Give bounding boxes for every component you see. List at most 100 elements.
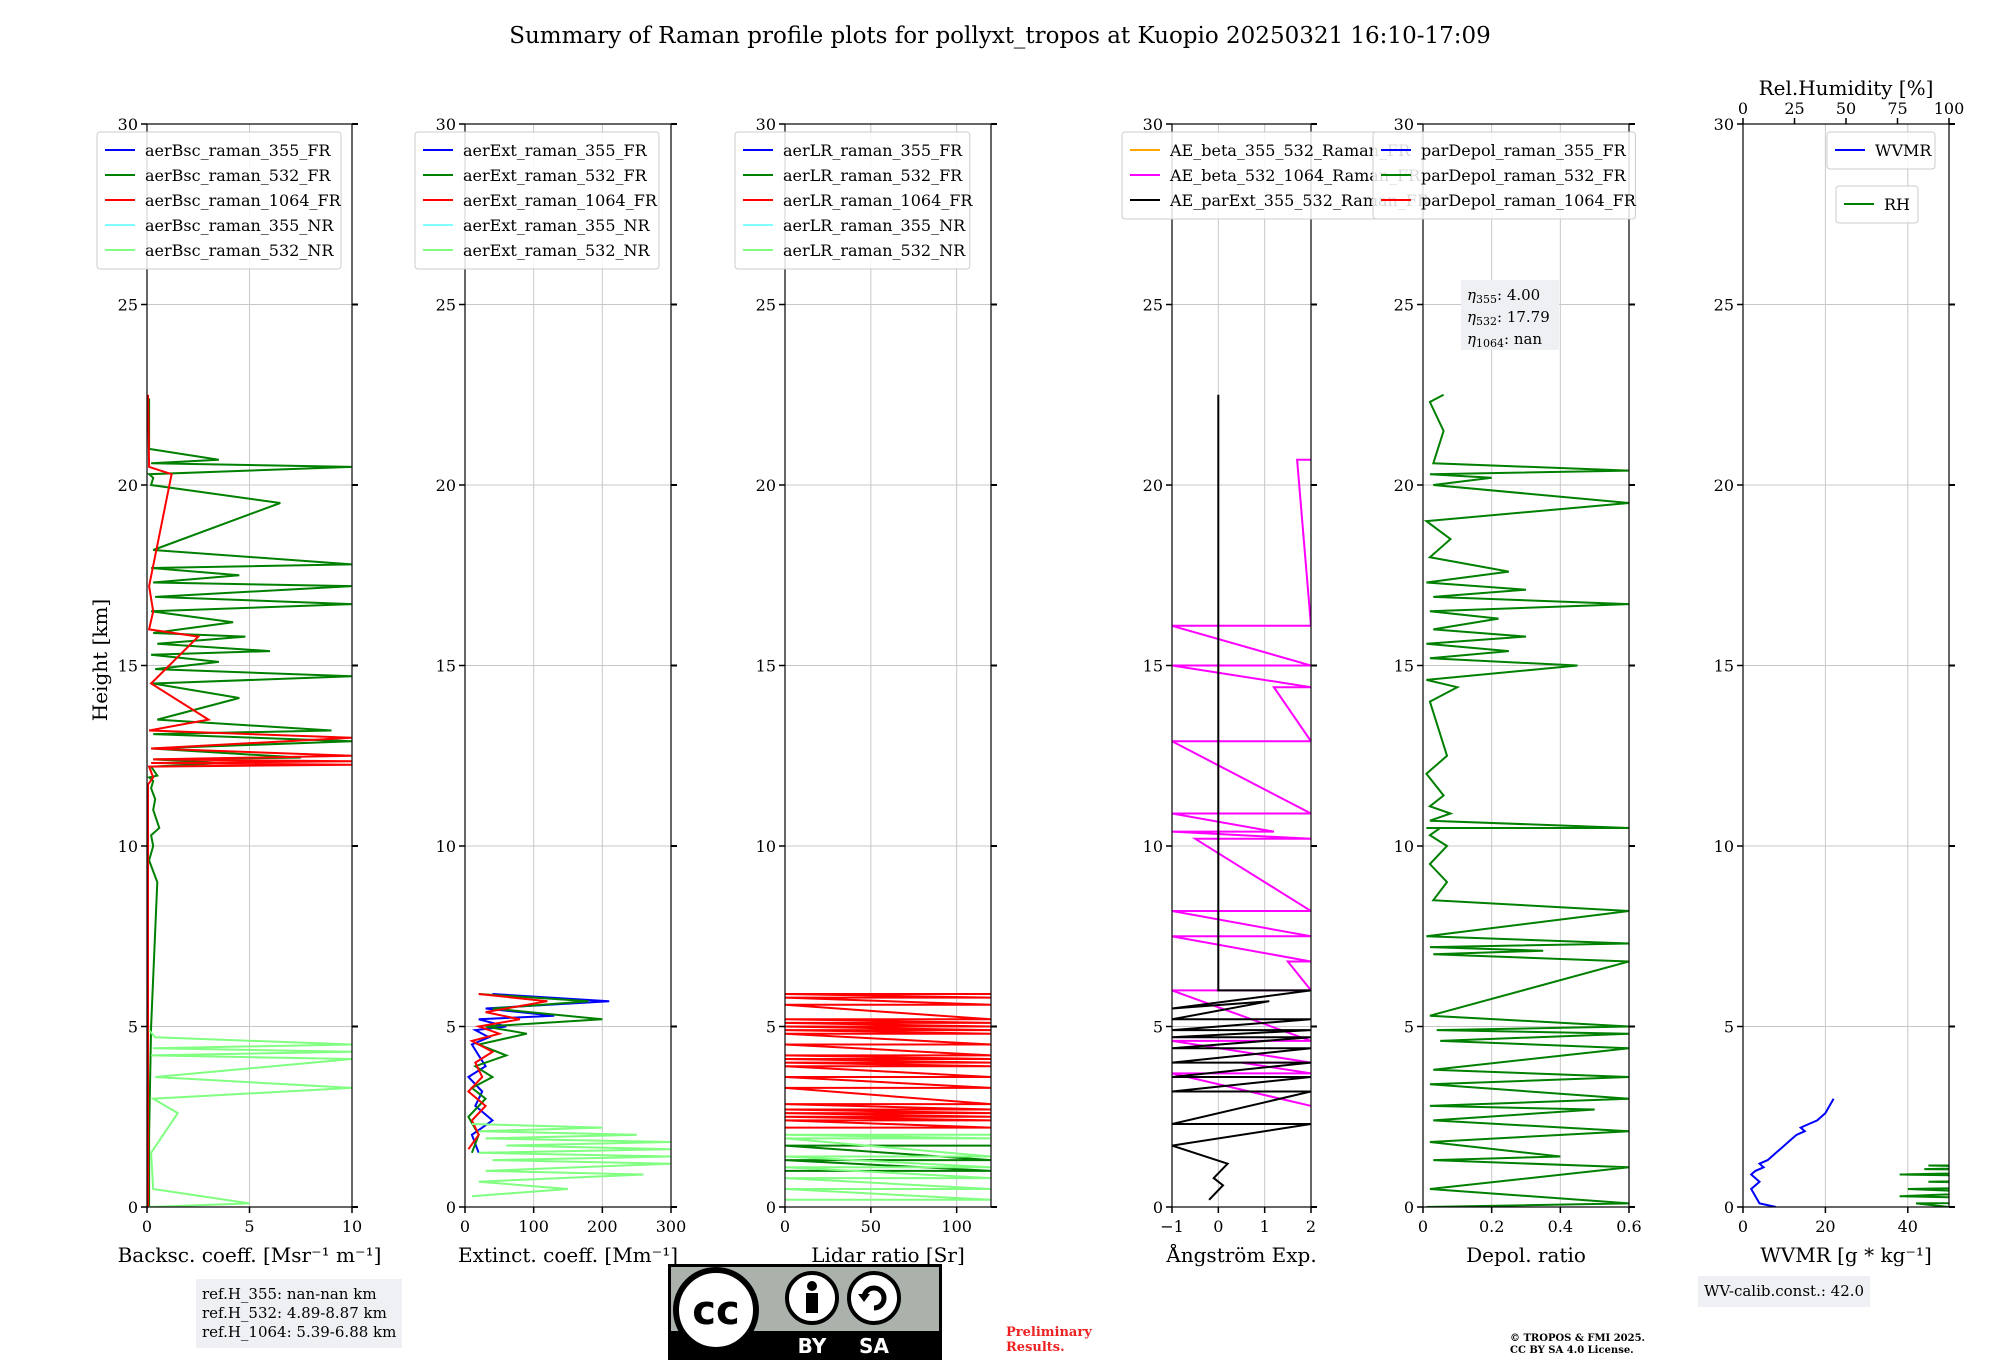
sa-label: SA: [859, 1334, 889, 1358]
y-tick-label: 5: [1404, 1018, 1414, 1037]
series-parDepol_raman_532_FR: [1423, 393, 1629, 1207]
y-tick-label: 15: [1143, 657, 1163, 676]
x2-tick-label: 100: [1934, 99, 1965, 118]
x2-tick-label: 0: [1738, 99, 1748, 118]
series-RH: [1899, 1159, 1949, 1207]
series-WVMR: [1749, 1098, 1835, 1207]
y-tick-label: 10: [756, 837, 776, 856]
y-tick-label: 30: [1143, 115, 1163, 134]
y-tick-label: 10: [1714, 837, 1734, 856]
wv-calibration-box: WV-calib.const.: 42.0: [1698, 1276, 1871, 1307]
y-tick-label: 0: [766, 1198, 776, 1217]
legend: aerBsc_raman_355_FR aerBsc_raman_532_FRae…: [96, 131, 342, 270]
eta-355: η355: 4.00: [1467, 286, 1540, 306]
y-tick-label: 0: [1724, 1198, 1734, 1217]
x-tick-label: 100: [941, 1217, 972, 1236]
y-tick-label: 5: [128, 1018, 138, 1037]
series-group: [147, 394, 352, 1207]
y-tick-label: 30: [118, 115, 138, 134]
preliminary-note: Preliminary Results.: [1006, 1325, 1092, 1355]
legend-entry: aerLR_raman_355_NR: [783, 216, 966, 235]
panel-3: 0 5 10 15 20 25 30 0 50 100 Lidar ratio [Sr] aerLR_…: [734, 115, 997, 1267]
y-tick-label: 15: [1394, 657, 1414, 676]
legend-entry: AE_beta_532_1064_Raman_FR: [1169, 166, 1421, 185]
series-aerBsc_raman_1064_FR: [147, 394, 352, 1207]
legend-entry: parDepol_raman_1064_FR: [1421, 191, 1637, 210]
legend-entry: AE_parExt_355_532_Raman_FR: [1169, 191, 1430, 210]
legend-entry: aerBsc_raman_1064_FR: [145, 191, 342, 210]
cc-glyph: cc: [692, 1288, 739, 1334]
y-tick-label: 30: [1394, 115, 1414, 134]
ref-height-355: ref.H_355: nan-nan km: [202, 1285, 377, 1303]
legend-box: [1826, 131, 1936, 170]
legend: aerExt_raman_355_FR aerExt_raman_532_FRae…: [414, 131, 660, 270]
x-tick-label: 1: [1260, 1217, 1270, 1236]
sa-share-icon: [847, 1271, 901, 1325]
cc-circle-icon: [673, 1267, 759, 1353]
legend: WVMR: [1826, 131, 1936, 170]
cc-by-sa-logo: cc BY SA: [668, 1264, 942, 1360]
y-tick-label: 20: [1143, 476, 1163, 495]
series-group: [1749, 1098, 1949, 1207]
y-tick-label: 10: [1394, 837, 1414, 856]
legend-entry: parDepol_raman_532_FR: [1421, 166, 1627, 185]
reference-height-box: ref.H_355: nan-nan km ref.H_532: 4.89-8.…: [196, 1279, 403, 1348]
x-axis-label: Lidar ratio [Sr]: [811, 1243, 965, 1267]
x-tick-label: 20: [1815, 1217, 1835, 1236]
y-tick-label: 0: [1153, 1198, 1163, 1217]
x-axis-label: Backsc. coeff. [Msr⁻¹ m⁻¹]: [118, 1243, 382, 1267]
series-group: [785, 993, 991, 1201]
x-tick-label: 5: [244, 1217, 254, 1236]
legend-entry: WVMR: [1875, 141, 1932, 160]
eta-532: η532: 17.79: [1467, 308, 1550, 328]
y-tick-label: 25: [1143, 296, 1163, 315]
x-axis-label: WVMR [g * kg⁻¹]: [1760, 1243, 1932, 1267]
legend-entry: aerLR_raman_1064_FR: [783, 191, 973, 210]
legend-box: [734, 131, 971, 270]
y-tick-label: 15: [756, 657, 776, 676]
y-tick-label: 25: [1394, 296, 1414, 315]
y-tick-label: 5: [766, 1018, 776, 1037]
x-tick-label: −1: [1160, 1217, 1184, 1236]
series-aerBsc_raman_532_FR: [147, 398, 352, 1207]
legend-entry: aerBsc_raman_355_NR: [145, 216, 334, 235]
x2-tick-label: 50: [1836, 99, 1856, 118]
legend-entry: aerLR_raman_355_FR: [783, 141, 963, 160]
x2-tick-label: 75: [1887, 99, 1907, 118]
y-tick-label: 20: [1714, 476, 1734, 495]
series-group: [1172, 394, 1311, 1201]
y-tick-label: 10: [1143, 837, 1163, 856]
x2-tick-label: 25: [1784, 99, 1804, 118]
legend-entry: RH: [1884, 195, 1910, 214]
preliminary-line-1: Preliminary: [1006, 1325, 1092, 1340]
y-tick-label: 20: [756, 476, 776, 495]
x-tick-label: 0: [1738, 1217, 1748, 1236]
preliminary-line-2: Results.: [1006, 1340, 1065, 1355]
x-tick-label: 50: [861, 1217, 881, 1236]
series-AE_parExt_355_532_Raman_FR: [1172, 394, 1311, 1201]
panel-5: 0 5 10 15 20 25 30 0 0.2 0.4 0.6 Depol. ratio parDep…: [1372, 115, 1642, 1267]
legend-entry: aerExt_raman_532_NR: [463, 241, 651, 260]
series-aerExt_raman_1064_FR: [466, 993, 548, 1150]
series-aerLR_raman_532_NR: [785, 1133, 991, 1201]
x-axis-label: Ångström Exp.: [1165, 1242, 1316, 1267]
eta-1064: η1064: nan: [1467, 330, 1542, 350]
y-tick-label: 30: [1714, 115, 1734, 134]
legend-box: [96, 131, 342, 270]
y-tick-label: 25: [118, 296, 138, 315]
wv-calib-const: WV-calib.const.: 42.0: [1704, 1282, 1865, 1300]
figure-title: Summary of Raman profile plots for polly…: [509, 23, 1491, 49]
y-tick-label: 10: [118, 837, 138, 856]
legend-entry: aerExt_raman_1064_FR: [463, 191, 658, 210]
legend: RH: [1835, 185, 1919, 224]
x2-axis-label: Rel.Humidity [%]: [1759, 76, 1934, 100]
series-aerLR_raman_532_FR: [785, 1144, 991, 1172]
legend-entry: aerExt_raman_355_NR: [463, 216, 651, 235]
legend-box: [414, 131, 660, 270]
x-tick-label: 200: [587, 1217, 618, 1236]
x-axis-label: Depol. ratio: [1466, 1243, 1586, 1267]
y-tick-label: 30: [436, 115, 456, 134]
